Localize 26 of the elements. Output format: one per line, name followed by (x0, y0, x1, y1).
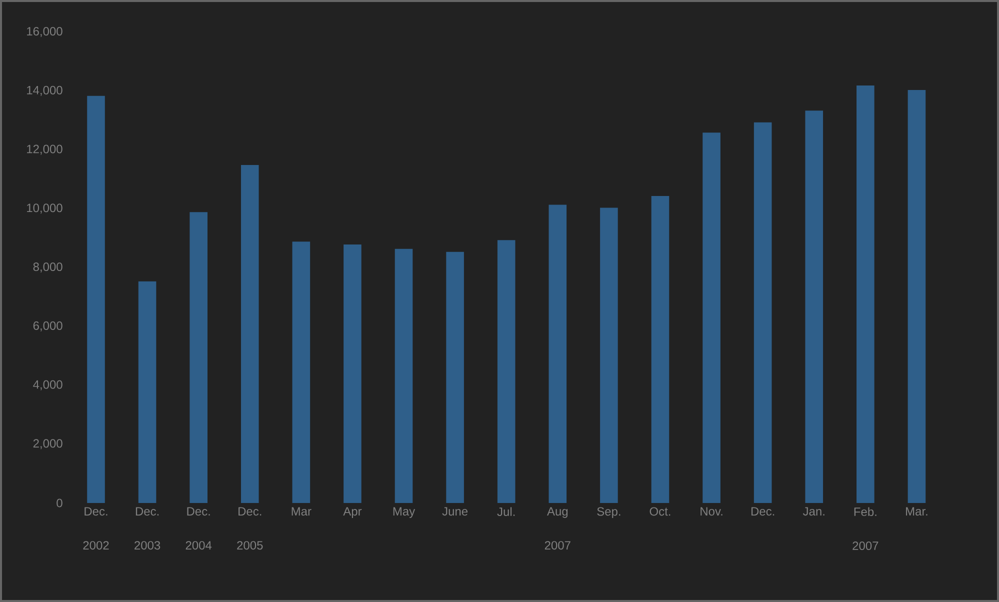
y-tick-label: 12,000 (27, 144, 62, 155)
x-tick-label: Dec. (751, 507, 774, 516)
x-tick-label: Sep. (597, 507, 620, 518)
x-tick-label: Jul. (497, 507, 515, 516)
y-tick-label: 2,000 (33, 439, 62, 450)
x-tick-label: Apr (343, 507, 362, 518)
x-tick-label: May (393, 507, 416, 518)
x-tick-label: Nov. (700, 507, 722, 516)
category-label: Dec. 2003 (134, 507, 160, 550)
x-tick-label: Jan. (802, 507, 824, 516)
y-tick-label: 16,000 (27, 27, 62, 37)
y-tick-label: 0 (56, 498, 62, 508)
category-label: Feb. 2007 (852, 507, 878, 550)
x-tick-label: Mar (292, 507, 312, 516)
y-tick-label: 6,000 (33, 321, 62, 332)
y-tick-label: 10,000 (27, 204, 62, 214)
x-tick-label: Mar. (906, 507, 928, 516)
x-tick-label: Oct. (650, 507, 670, 516)
category-label: Aug 2007 (544, 507, 570, 550)
y-tick-label: 4,000 (33, 380, 62, 390)
x-tick-label: June (442, 507, 468, 516)
category-label: Dec. 2004 (186, 507, 212, 550)
y-tick-label: 14,000 (27, 86, 62, 96)
category-label: Dec. 2002 (83, 507, 109, 550)
y-tick-label: 8,000 (33, 262, 62, 272)
category-label: Dec. 2005 (237, 507, 263, 550)
